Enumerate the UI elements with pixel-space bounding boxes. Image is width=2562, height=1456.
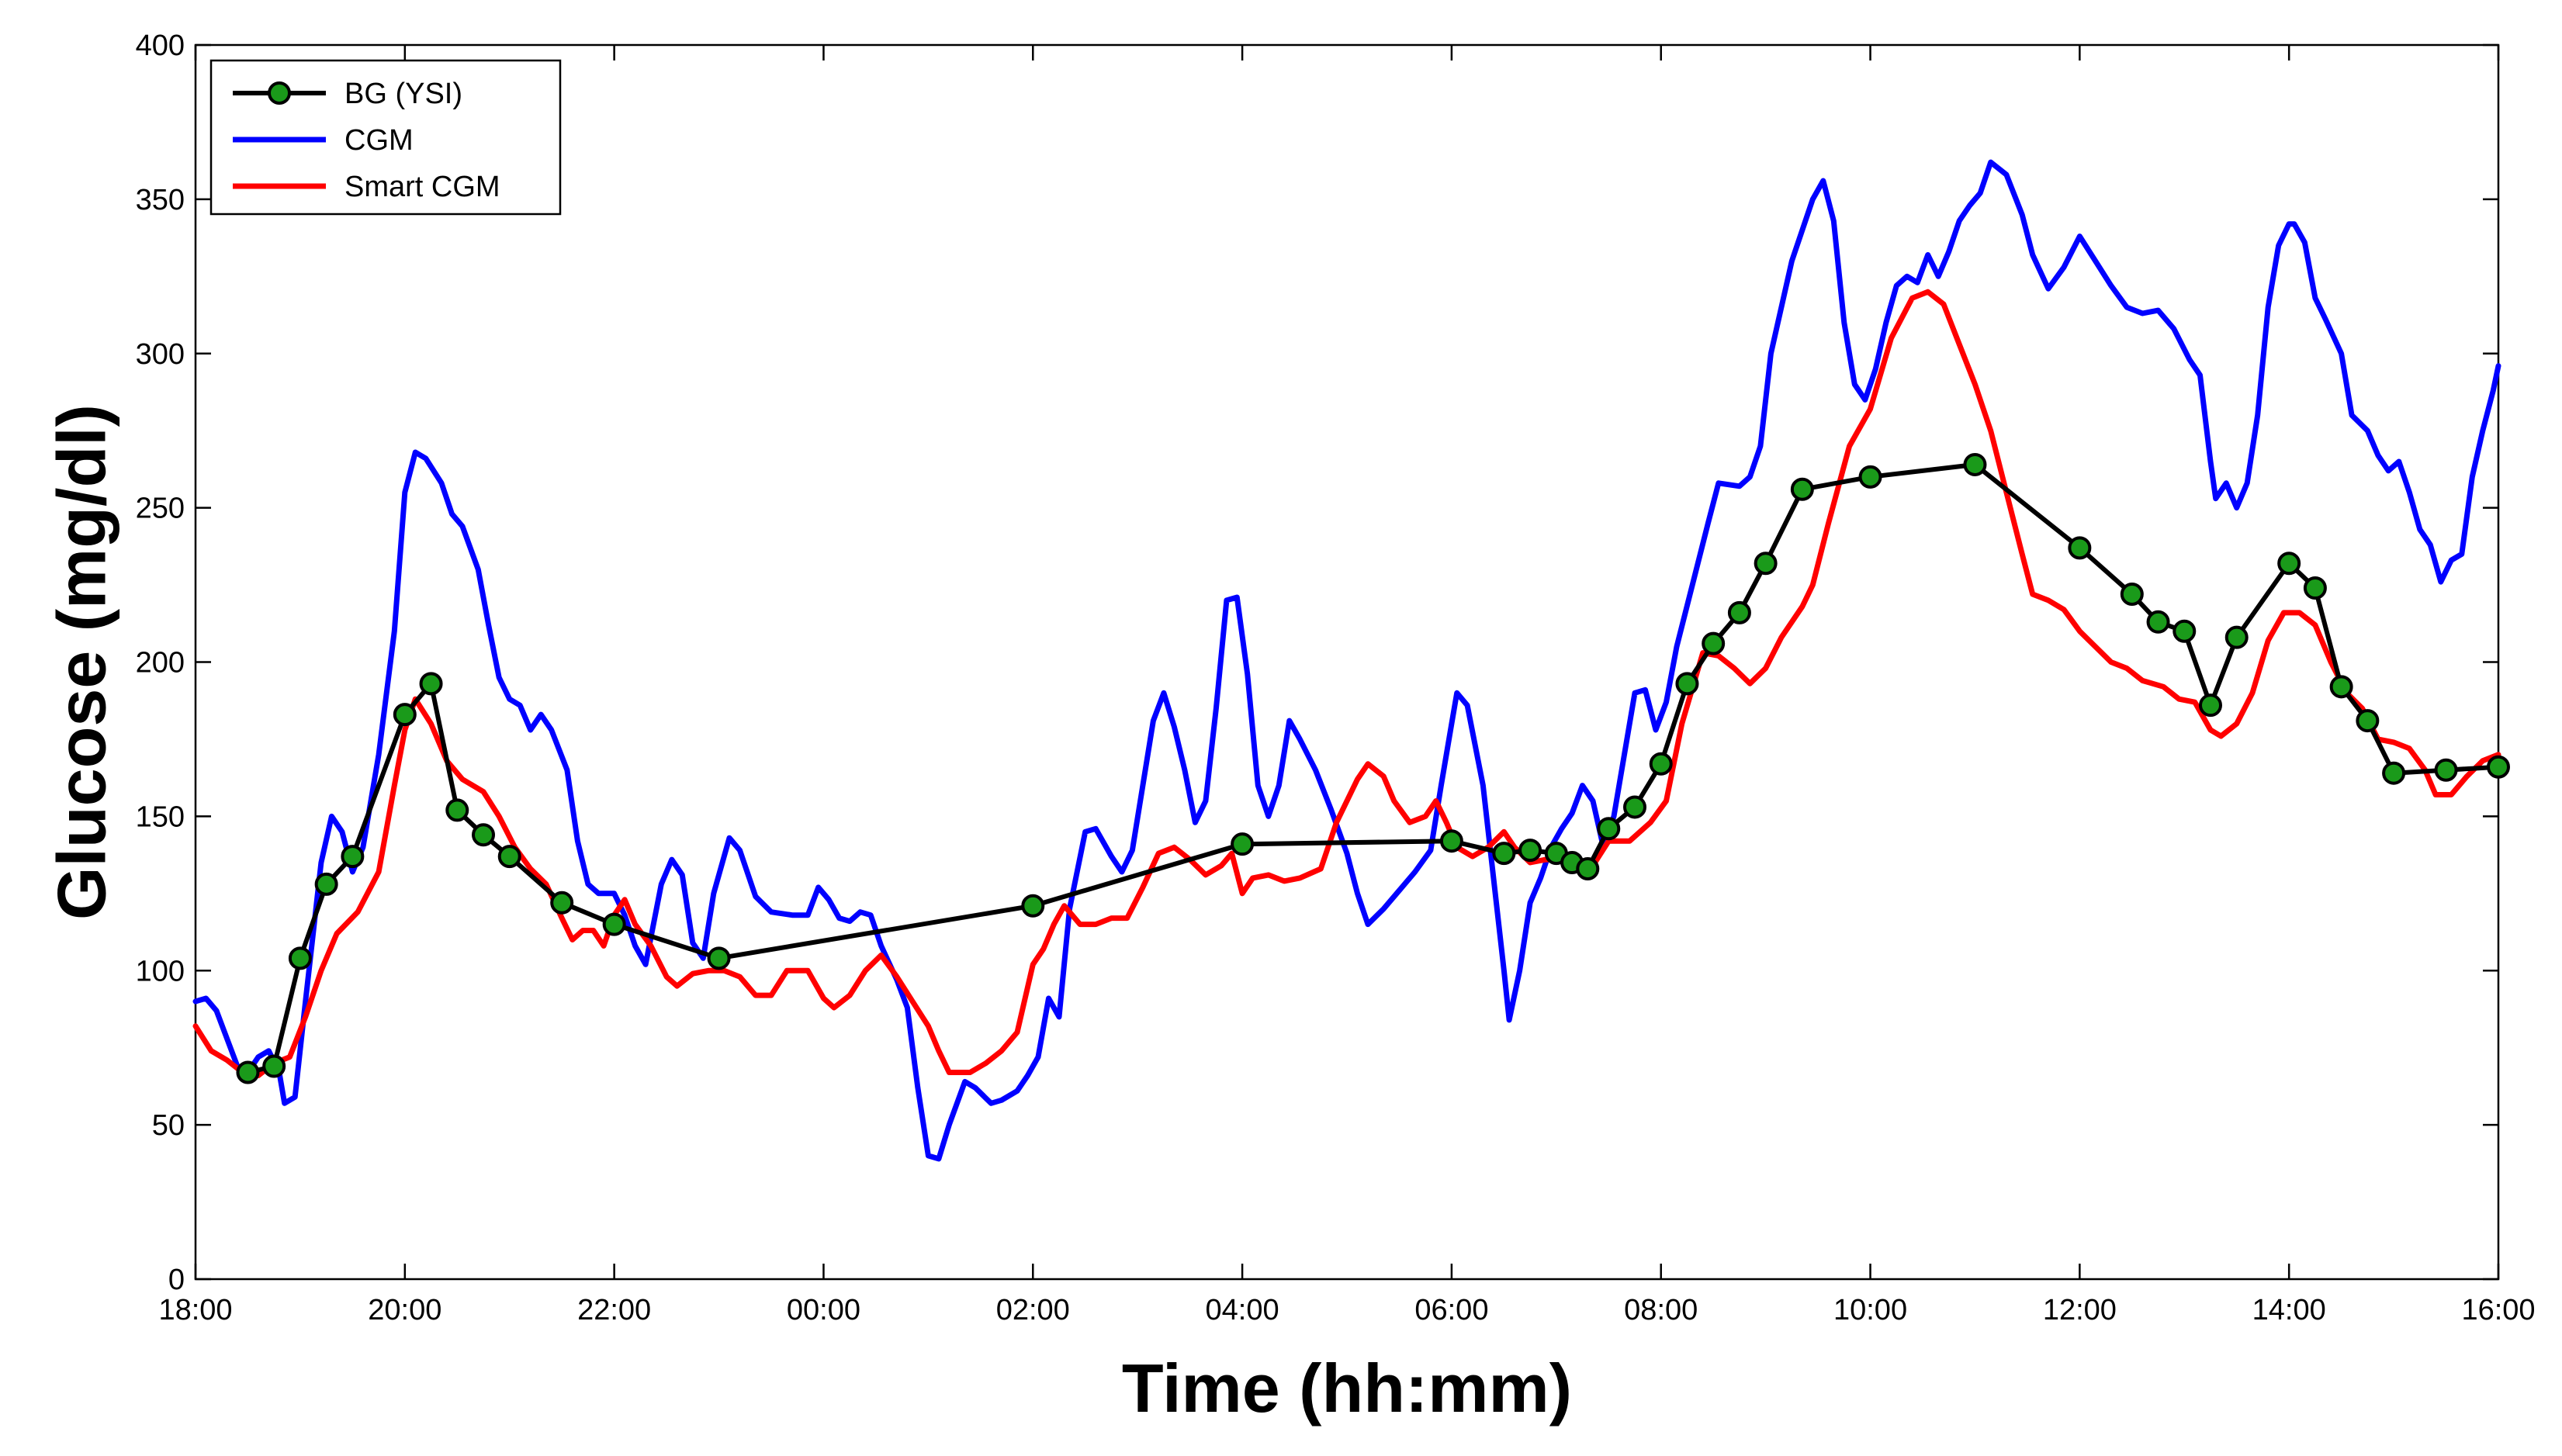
y-tick-label: 200 <box>136 647 185 680</box>
data-point-bg-ysi <box>1702 631 1726 655</box>
data-point-bg-ysi <box>1021 894 1045 918</box>
x-tick-label: 00:00 <box>787 1294 860 1326</box>
data-point-bg-ysi <box>2487 755 2510 779</box>
x-tick-label: 14:00 <box>2252 1294 2326 1326</box>
y-tick-label: 150 <box>136 801 185 833</box>
legend: BG (YSI) CGM Smart CGM <box>209 59 562 216</box>
data-point-bg-ysi <box>1649 752 1673 776</box>
legend-label-cgm: CGM <box>344 124 414 157</box>
y-axis-title: Glucose (mg/dl) <box>43 404 119 920</box>
data-point-bg-ysi <box>2224 625 2249 649</box>
x-tick-label: 08:00 <box>1624 1294 1698 1326</box>
data-point-bg-ysi <box>1597 817 1621 841</box>
data-point-bg-ysi <box>2120 582 2144 606</box>
data-point-bg-ysi <box>2303 576 2327 600</box>
data-point-bg-ysi <box>1675 672 1699 696</box>
data-point-bg-ysi <box>1231 832 1255 856</box>
x-tick-label: 18:00 <box>158 1294 232 1326</box>
data-point-bg-ysi <box>550 891 574 915</box>
x-tick-label: 06:00 <box>1414 1294 1488 1326</box>
x-tick-label: 02:00 <box>996 1294 1070 1326</box>
data-point-bg-ysi <box>288 946 312 970</box>
data-point-bg-ysi <box>1439 829 1463 853</box>
series-line-smart-cgm <box>192 289 2501 1078</box>
x-tick-label: 20:00 <box>368 1294 441 1326</box>
y-tick-label: 0 <box>168 1264 185 1296</box>
data-point-bg-ysi <box>1727 600 1751 624</box>
data-point-bg-ysi <box>262 1054 286 1078</box>
plot-area: 18:00 20:00 22:00 00:00 02:00 04:00 06:00 08:00… <box>136 29 2536 1326</box>
data-point-bg-ysi <box>1576 856 1600 880</box>
series-line-cgm <box>192 159 2501 1162</box>
y-tick-label: 50 <box>152 1109 185 1142</box>
data-point-bg-ysi <box>445 798 469 822</box>
legend-label-bg-ysi: BG (YSI) <box>344 78 462 110</box>
data-point-bg-ysi <box>419 672 443 696</box>
data-point-bg-ysi <box>2199 693 2222 718</box>
data-point-bg-ysi <box>341 845 365 869</box>
data-point-bg-ysi <box>1623 795 1646 819</box>
data-point-bg-ysi <box>2434 758 2458 782</box>
y-tick-label: 400 <box>136 29 185 62</box>
y-tick-label: 100 <box>136 955 185 987</box>
data-point-bg-ysi <box>1963 452 1987 476</box>
data-point-bg-ysi <box>2068 536 2092 560</box>
data-point-bg-ysi <box>2382 761 2406 785</box>
data-point-bg-ysi <box>472 823 495 847</box>
legend-marker-bg-ysi <box>268 81 291 105</box>
data-point-bg-ysi <box>602 912 626 936</box>
legend-label-smart-cgm: Smart CGM <box>344 171 500 203</box>
data-point-bg-ysi <box>2146 610 2170 634</box>
data-point-bg-ysi <box>707 946 731 970</box>
data-point-bg-ysi <box>1858 465 1882 489</box>
data-point-bg-ysi <box>2173 619 2197 643</box>
x-tick-label: 12:00 <box>2043 1294 2117 1326</box>
data-point-bg-ysi <box>236 1060 260 1084</box>
data-point-bg-ysi <box>314 872 338 896</box>
data-point-bg-ysi <box>2356 709 2380 733</box>
data-point-bg-ysi <box>393 703 417 727</box>
x-axis-title: Time (hh:mm) <box>1122 1350 1572 1427</box>
y-tick-label: 250 <box>136 493 185 525</box>
y-tick-label: 300 <box>136 338 185 371</box>
x-tick-label: 10:00 <box>1833 1294 1907 1326</box>
x-tick-label: 04:00 <box>1206 1294 1279 1326</box>
axis-titles: Time (hh:mm) Glucose (mg/dl) <box>43 404 1572 1427</box>
data-point-bg-ysi <box>1754 552 1778 576</box>
x-tick-label: 16:00 <box>2461 1294 2535 1326</box>
data-point-bg-ysi <box>1492 842 1516 866</box>
y-tick-label: 350 <box>136 184 185 216</box>
x-tick-label: 22:00 <box>577 1294 651 1326</box>
data-point-bg-ysi <box>2329 675 2353 699</box>
data-point-bg-ysi <box>1790 477 1814 501</box>
data-point-bg-ysi <box>1518 839 1542 863</box>
data-point-bg-ysi <box>497 845 521 869</box>
data-point-bg-ysi <box>2277 552 2301 576</box>
